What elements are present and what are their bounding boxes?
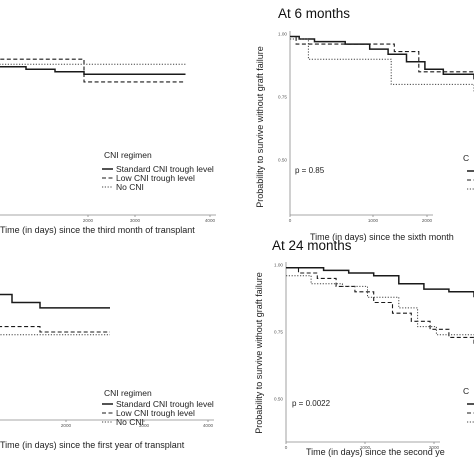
x-axis-label: Time (in days) since the sixth month [310,232,454,242]
km-curve-no-cni [286,275,474,340]
x-tick-label: 3000 [139,423,150,428]
x-tick-label: 4000 [203,423,214,428]
km-curve-low-cni-trough-level [286,267,474,346]
km-curve-standard-cni-trough-level [286,266,474,298]
km-curve-low-cni-trough-level [290,35,474,73]
x-tick-label: 0 [289,218,292,223]
y-axis-label: Probability to survive without graft fai… [255,46,265,208]
legend-item: No CNI [116,417,144,427]
km-curve-low-cni-trough-level [0,58,186,83]
legend-title: C [463,153,469,163]
legend-title: CNI regimen [104,150,152,160]
legend-item: No CNI [116,182,144,192]
legend-item: Standard CNI trough level [116,164,214,174]
panel-3: 2000 3000 4000 Time (in days) since the fir… [0,293,214,450]
y-tick-label: 1.00 [278,32,287,37]
y-tick-label: 0.75 [278,95,287,100]
x-axis-label: Time (in days) since the first year of t… [0,440,185,450]
panel-4: 0 1000 2000 0.50 0.75 1.00 Time (in days) sinc… [254,238,474,457]
x-tick-label: 2000 [429,445,440,450]
p-value: p = 0.85 [295,166,325,175]
x-axis-label: Time (in days) since the second ye [306,447,445,457]
y-tick-label: 0.50 [278,158,287,163]
x-tick-label: 4000 [205,218,216,223]
y-axis-label: Probability to survive without graft fai… [254,272,264,434]
legend-item: Low CNI trough level [116,173,195,183]
x-tick-label: 3000 [130,218,141,223]
km-curve-no-cni [290,38,474,92]
legend-title: CNI regimen [104,388,152,398]
x-tick-label: 1000 [368,218,379,223]
y-tick-label: 0.75 [274,330,283,335]
km-curve-low-cni-trough-level [0,326,110,333]
x-tick-label: 2000 [422,218,433,223]
panel-title: At 6 months [278,6,350,21]
p-value: p = 0.0022 [292,399,331,408]
km-curve-standard-cni-trough-level [0,293,110,309]
x-tick-label: 0 [285,445,288,450]
x-tick-label: 1000 [360,445,371,450]
panel-1: 2000 3000 4000 Time (in days) since the thi… [0,58,216,235]
km-curve-standard-cni-trough-level [290,35,474,80]
y-tick-label: 1.00 [274,263,283,268]
x-tick-label: 2000 [61,423,72,428]
x-axis-label: Time (in days) since the third month of … [0,225,195,235]
x-tick-label: 2000 [83,218,94,223]
legend-item: Standard CNI trough level [116,399,214,409]
panel-2: 0 1000 2000 0.50 0.75 1.00 Time (in days) sinc… [255,6,474,242]
km-curve-standard-cni-trough-level [0,66,186,76]
legend-item: Low CNI trough level [116,408,195,418]
km-curve-no-cni [0,63,186,65]
y-tick-label: 0.50 [274,397,283,402]
legend-title: C [463,386,469,396]
panel-title: At 24 months [272,238,352,253]
